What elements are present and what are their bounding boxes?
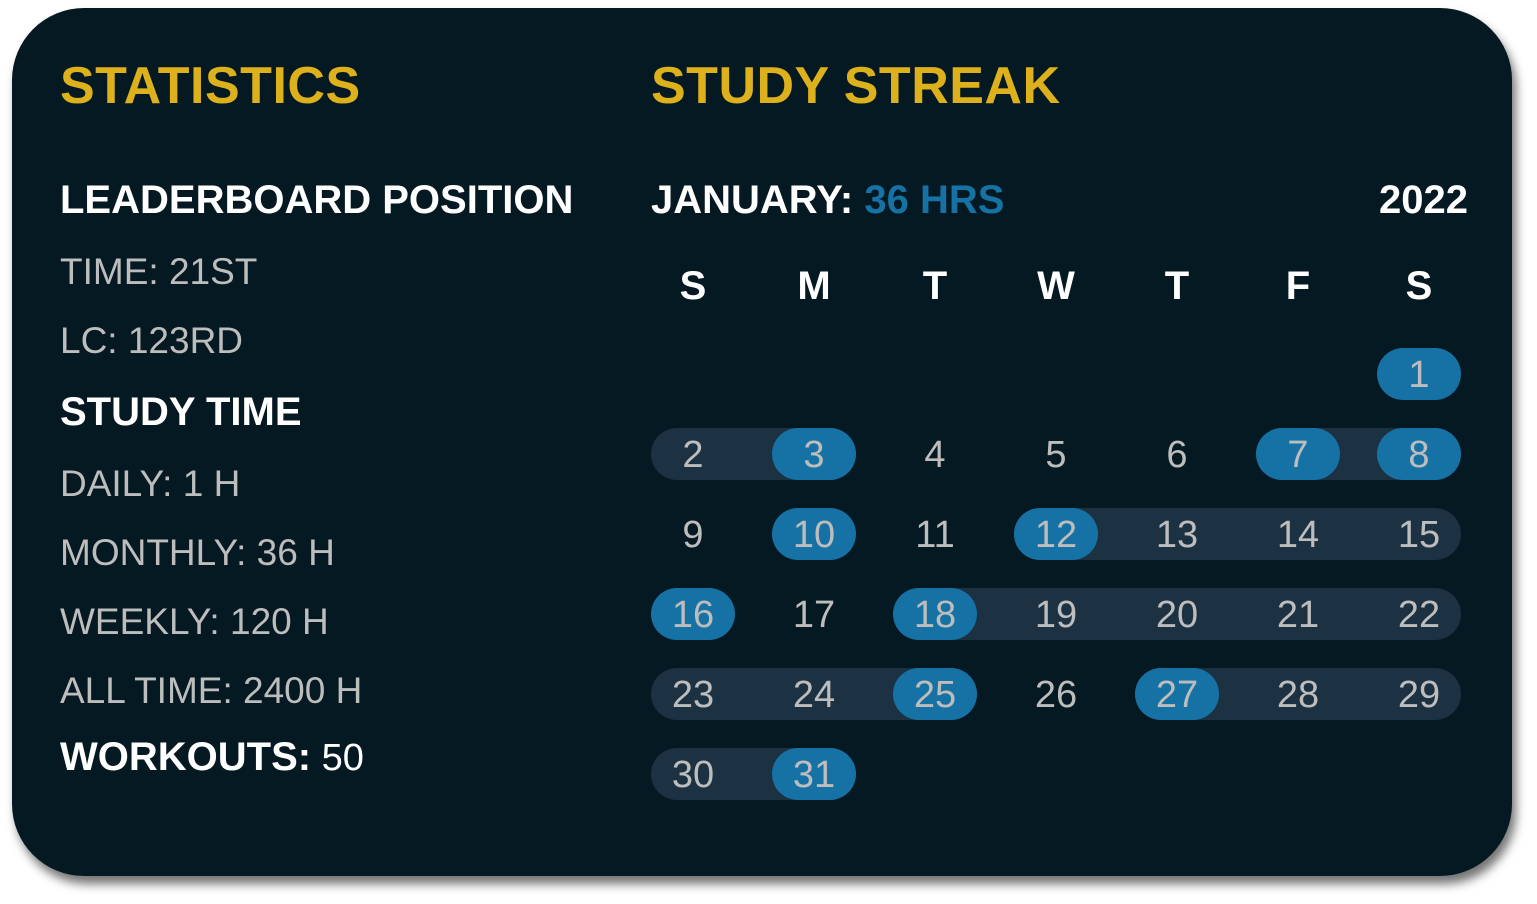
calendar-day[interactable]: 27 bbox=[1155, 674, 1199, 716]
calendar-day[interactable]: 5 bbox=[1045, 434, 1067, 476]
studied-day-highlight bbox=[651, 588, 735, 640]
studied-day-highlight bbox=[772, 508, 856, 560]
calendar-day[interactable]: 2 bbox=[682, 434, 704, 476]
calendar-day[interactable]: 10 bbox=[792, 514, 836, 556]
calendar-day[interactable]: 26 bbox=[1034, 674, 1078, 716]
weekday-header: T bbox=[1164, 264, 1190, 308]
calendar-day[interactable]: 20 bbox=[1155, 594, 1199, 636]
statistics-title: STATISTICS bbox=[60, 57, 361, 115]
monthly-time: MONTHLY: 36 H bbox=[60, 532, 335, 573]
calendar-day[interactable]: 23 bbox=[671, 674, 715, 716]
weekday-header: W bbox=[1037, 264, 1075, 308]
calendar-day[interactable]: 6 bbox=[1166, 434, 1188, 476]
calendar-day[interactable]: 13 bbox=[1155, 514, 1199, 556]
calendar-day[interactable]: 8 bbox=[1408, 434, 1430, 476]
month-label: JANUARY: bbox=[651, 178, 854, 222]
calendar-day[interactable]: 16 bbox=[671, 594, 715, 636]
studied-day-highlight bbox=[772, 748, 856, 800]
calendar-day[interactable]: 19 bbox=[1034, 594, 1078, 636]
month-hours: 36 HRS bbox=[853, 178, 1005, 222]
studied-day-highlight bbox=[1135, 668, 1219, 720]
weekday-header: S bbox=[1405, 264, 1433, 308]
calendar-day[interactable]: 31 bbox=[792, 754, 836, 796]
month-summary: JANUARY: 36 HRS bbox=[651, 178, 1004, 223]
studied-day-highlight bbox=[893, 588, 977, 640]
study-streak-title: STUDY STREAK bbox=[651, 57, 1061, 115]
studied-day-highlight bbox=[1014, 508, 1098, 560]
calendar-day[interactable]: 3 bbox=[803, 434, 825, 476]
calendar-day[interactable]: 12 bbox=[1034, 514, 1078, 556]
time-rank: TIME: 21ST bbox=[60, 251, 258, 292]
calendar-day[interactable]: 21 bbox=[1276, 594, 1320, 636]
lc-rank: LC: 123RD bbox=[60, 320, 244, 361]
studied-day-highlight bbox=[1377, 428, 1461, 480]
calendar-day[interactable]: 29 bbox=[1397, 674, 1441, 716]
all-time: ALL TIME: 2400 H bbox=[60, 670, 363, 711]
calendar-day[interactable]: 25 bbox=[913, 674, 957, 716]
calendar-day[interactable]: 24 bbox=[792, 674, 836, 716]
weekday-header: S bbox=[679, 264, 707, 308]
workouts-value: 50 bbox=[311, 737, 364, 779]
calendar-day[interactable]: 4 bbox=[924, 434, 946, 476]
calendar-day[interactable]: 14 bbox=[1276, 514, 1320, 556]
calendar-day[interactable]: 9 bbox=[682, 514, 704, 556]
calendar-day[interactable]: 30 bbox=[671, 754, 715, 796]
weekday-header: T bbox=[922, 264, 948, 308]
studied-day-highlight bbox=[893, 668, 977, 720]
weekday-header: F bbox=[1285, 264, 1311, 308]
streak-bar bbox=[893, 588, 1461, 640]
calendar-day[interactable]: 7 bbox=[1287, 434, 1309, 476]
weekly-time: WEEKLY: 120 H bbox=[60, 601, 329, 642]
studied-day-highlight bbox=[1256, 428, 1340, 480]
calendar-day[interactable]: 15 bbox=[1397, 514, 1441, 556]
weekday-header: M bbox=[797, 264, 831, 308]
calendar-day[interactable]: 11 bbox=[915, 514, 955, 556]
calendar-day[interactable]: 28 bbox=[1276, 674, 1320, 716]
calendar-day[interactable]: 17 bbox=[792, 594, 836, 636]
leaderboard-heading: LEADERBOARD POSITION bbox=[60, 178, 574, 222]
studied-day-highlight bbox=[1377, 348, 1461, 400]
workouts-label: WORKOUTS: bbox=[60, 735, 312, 779]
studied-day-highlight bbox=[772, 428, 856, 480]
calendar-day[interactable]: 1 bbox=[1408, 354, 1430, 396]
calendar-day[interactable]: 18 bbox=[913, 594, 957, 636]
calendar-day[interactable]: 22 bbox=[1397, 594, 1441, 636]
daily-time: DAILY: 1 H bbox=[60, 463, 241, 504]
study-time-heading: STUDY TIME bbox=[60, 390, 302, 434]
workouts: WORKOUTS: 50 bbox=[60, 735, 364, 780]
year-label: 2022 bbox=[1379, 178, 1468, 222]
